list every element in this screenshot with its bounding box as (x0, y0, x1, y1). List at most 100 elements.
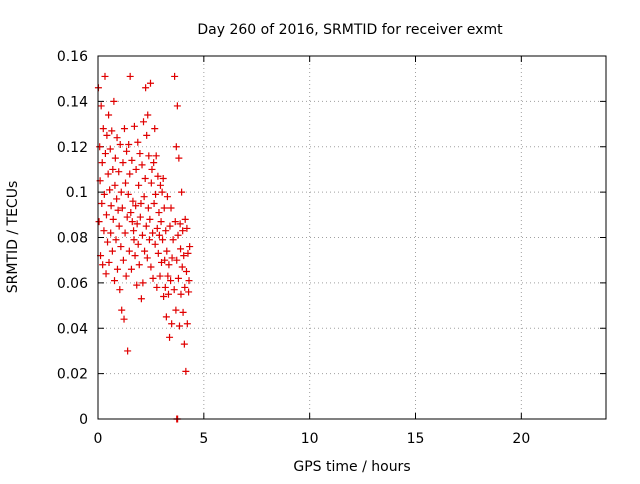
data-point (133, 281, 141, 289)
data-point (127, 265, 135, 273)
data-point (166, 222, 174, 230)
data-point (166, 333, 174, 341)
data-point (162, 227, 170, 235)
data-point (186, 243, 194, 251)
data-point (175, 154, 183, 162)
data-point (117, 243, 125, 251)
data-point (120, 315, 128, 323)
data-point (181, 215, 189, 223)
data-point (182, 367, 190, 375)
data-point (100, 227, 108, 235)
x-tick-label: 5 (199, 431, 208, 447)
data-point (133, 220, 141, 228)
data-point (130, 227, 138, 235)
x-tick-label: 0 (94, 431, 103, 447)
x-tick-label: 10 (301, 431, 319, 447)
data-point (140, 193, 148, 201)
data-point (134, 138, 142, 146)
data-point (150, 199, 158, 207)
data-point (122, 272, 130, 280)
y-tick-label: 0.08 (57, 231, 88, 247)
data-point (177, 245, 185, 253)
data-point (130, 236, 138, 244)
data-point (174, 231, 182, 239)
data-point (185, 277, 193, 285)
data-point (136, 213, 144, 221)
data-point (144, 204, 152, 212)
data-point (109, 165, 117, 173)
data-point (125, 247, 133, 255)
data-point (98, 159, 106, 167)
data-point (111, 277, 119, 285)
data-point (142, 84, 150, 92)
data-point (135, 181, 143, 189)
data-point (121, 229, 129, 237)
data-point (105, 258, 113, 266)
y-tick-label: 0.06 (57, 276, 88, 292)
data-point (99, 125, 107, 133)
data-point (179, 227, 187, 235)
data-point (147, 179, 155, 187)
data-point (113, 134, 121, 142)
data-point (137, 199, 145, 207)
y-tick-label: 0.14 (57, 94, 88, 110)
data-point (137, 295, 145, 303)
y-tick-label: 0 (79, 412, 88, 428)
data-point (183, 320, 191, 328)
data-point (150, 159, 158, 167)
data-point (132, 165, 140, 173)
data-point (178, 263, 186, 271)
data-point (118, 204, 126, 212)
data-point (175, 322, 183, 330)
data-point (164, 290, 172, 298)
grid-lines (98, 56, 606, 419)
data-point (107, 202, 115, 210)
data-point (168, 254, 176, 262)
y-axis-title: SRMTID / TECUs (5, 181, 21, 294)
data-point (113, 265, 121, 273)
data-point (117, 188, 125, 196)
x-tick-label: 15 (407, 431, 425, 447)
data-point (109, 215, 117, 223)
data-point (171, 218, 179, 226)
data-point (184, 249, 192, 257)
data-point (148, 165, 156, 173)
data-point (98, 199, 106, 207)
data-point (171, 72, 179, 80)
data-point (113, 195, 121, 203)
data-point (115, 168, 123, 176)
data-point (122, 179, 130, 187)
data-point (123, 213, 131, 221)
data-point (172, 306, 180, 314)
data-point (151, 240, 159, 248)
data-point (138, 161, 146, 169)
data-point (151, 125, 159, 133)
data-point (172, 143, 180, 151)
data-point (167, 277, 175, 285)
data-point (119, 159, 127, 167)
data-point (173, 102, 181, 110)
data-point (125, 140, 133, 148)
data-point (140, 118, 148, 126)
data-point (152, 152, 160, 160)
data-point (142, 222, 150, 230)
data-point (126, 72, 134, 80)
data-point (182, 268, 190, 276)
data-point (164, 272, 172, 280)
data-point (145, 152, 153, 160)
data-point (119, 256, 127, 264)
data-points (94, 72, 194, 423)
y-tick-label: 0.02 (57, 367, 88, 383)
data-point (183, 224, 191, 232)
data-point (100, 190, 108, 198)
data-point (169, 236, 177, 244)
data-point (116, 286, 124, 294)
data-point (96, 143, 104, 151)
data-point (130, 122, 138, 130)
data-point (146, 215, 154, 223)
data-point (160, 204, 168, 212)
data-point (127, 209, 135, 217)
data-point (102, 270, 110, 278)
data-point (135, 261, 143, 269)
data-point (132, 202, 140, 210)
